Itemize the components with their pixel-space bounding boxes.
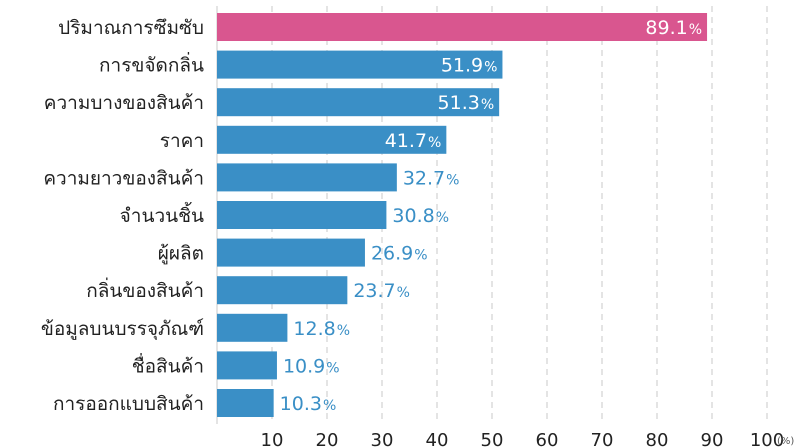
value-number: 51.9 — [441, 55, 483, 77]
value-label: 26.9% — [371, 243, 428, 265]
x-tick-label: 70 — [591, 430, 614, 448]
value-suffix: % — [446, 172, 459, 188]
bar — [217, 238, 365, 267]
value-suffix: % — [689, 22, 702, 38]
x-tick-label: 90 — [701, 430, 724, 448]
value-number: 51.3 — [438, 92, 480, 114]
value-suffix: % — [436, 210, 449, 226]
bar — [217, 50, 503, 79]
category-label: การขจัดกลิ่น — [99, 52, 204, 77]
value-suffix: % — [481, 97, 494, 113]
category-label: ปริมาณการซึมซับ — [58, 17, 204, 39]
bar — [217, 389, 274, 417]
value-label: 32.7% — [403, 167, 460, 189]
value-number: 30.8 — [392, 205, 434, 227]
bar — [217, 88, 500, 117]
value-labels: 89.1%51.9%51.3%41.7%32.7%30.8%26.9%23.7%… — [280, 17, 702, 415]
bar — [217, 163, 397, 192]
value-suffix: % — [337, 323, 350, 339]
category-label: ความบางของสินค้า — [44, 92, 204, 114]
value-number: 10.9 — [283, 355, 325, 377]
value-suffix: % — [397, 285, 410, 301]
category-label: ราคา — [160, 130, 204, 152]
value-label: 23.7% — [353, 280, 410, 302]
value-suffix: % — [323, 398, 336, 414]
value-suffix: % — [326, 360, 339, 376]
value-suffix: % — [414, 248, 427, 264]
value-suffix: % — [484, 60, 497, 76]
value-suffix: % — [428, 135, 441, 151]
category-label: จำนวนชิ้น — [120, 202, 204, 227]
value-number: 12.8 — [293, 318, 335, 340]
value-label: 10.9% — [283, 355, 340, 377]
category-label: กลิ่นของสินค้า — [86, 277, 204, 302]
x-tick-label: 30 — [371, 430, 394, 448]
x-tick-label: 10 — [261, 430, 284, 448]
category-label: การออกแบบสินค้า — [53, 393, 204, 415]
value-label: 12.8% — [293, 318, 350, 340]
value-number: 89.1 — [645, 17, 687, 39]
category-label: ความยาวของสินค้า — [43, 167, 204, 189]
value-label: 41.7% — [385, 130, 442, 152]
value-label: 30.8% — [392, 205, 449, 227]
value-label: 51.9% — [441, 55, 498, 77]
bar — [217, 276, 348, 305]
x-tick-label: 20 — [316, 430, 339, 448]
x-axis-ticks: 10 20 30 40 50 60 70 80 90 100 — [261, 430, 785, 448]
x-tick-label: 60 — [536, 430, 559, 448]
x-tick-label: 100 — [750, 430, 784, 448]
x-axis-unit: (%) — [777, 436, 794, 447]
category-label: ข้อมูลบนบรรจุภัณฑ์ — [41, 318, 204, 341]
value-label: 10.3% — [280, 393, 337, 415]
value-number: 26.9 — [371, 243, 413, 265]
value-number: 41.7 — [385, 130, 427, 152]
value-number: 23.7 — [353, 280, 395, 302]
bars — [217, 13, 708, 417]
x-tick-label: 80 — [646, 430, 669, 448]
x-tick-label: 50 — [481, 430, 504, 448]
value-number: 32.7 — [403, 167, 445, 189]
bar — [217, 351, 277, 380]
category-label: ชื่อสินค้า — [132, 352, 204, 377]
bar — [217, 313, 288, 342]
category-label: ผู้ผลิต — [158, 243, 204, 265]
bar — [217, 125, 447, 154]
value-label: 51.3% — [438, 92, 495, 114]
bar — [217, 13, 708, 41]
value-number: 10.3 — [280, 393, 322, 415]
bar — [217, 201, 387, 229]
value-label: 89.1% — [645, 17, 702, 39]
x-tick-label: 40 — [426, 430, 449, 448]
category-labels: ปริมาณการซึมซับการขจัดกลิ่นความบางของสิน… — [41, 17, 204, 415]
